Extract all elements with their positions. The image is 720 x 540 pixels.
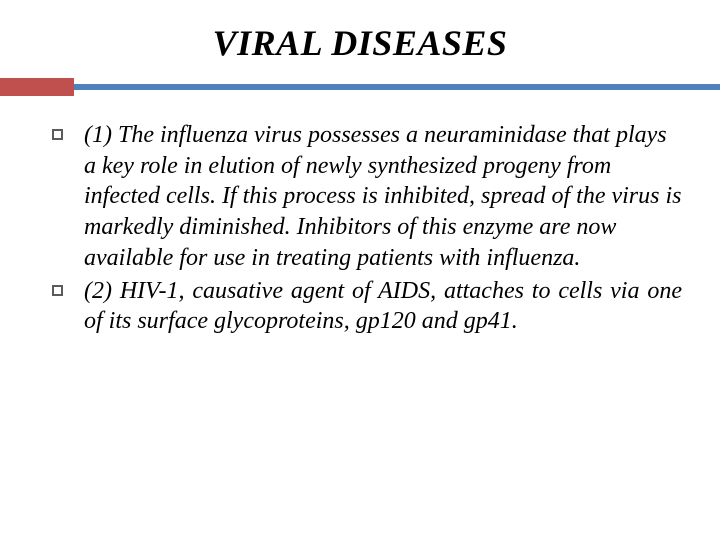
bullet-icon: [52, 285, 63, 296]
slide-title: VIRAL DISEASES: [0, 22, 720, 64]
divider-bar: [0, 84, 720, 90]
list-item: (2) HIV-1, causative agent of AIDS, atta…: [52, 276, 682, 337]
list-item: (1) The influenza virus possesses a neur…: [52, 120, 682, 274]
bullet-text: (1) The influenza virus possesses a neur…: [84, 120, 682, 274]
content-region: (1) The influenza virus possesses a neur…: [0, 100, 720, 337]
bullet-text: (2) HIV-1, causative agent of AIDS, atta…: [84, 276, 682, 337]
divider: [0, 78, 720, 100]
divider-accent: [0, 78, 74, 96]
slide: VIRAL DISEASES (1) The influenza virus p…: [0, 0, 720, 540]
bullet-icon: [52, 129, 63, 140]
title-region: VIRAL DISEASES: [0, 0, 720, 78]
